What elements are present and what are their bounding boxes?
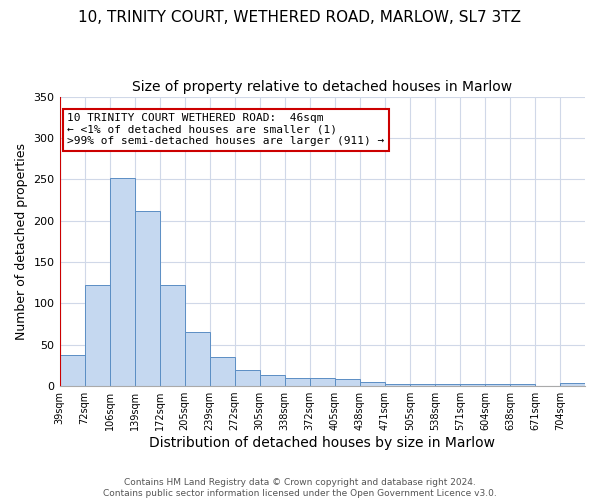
- Bar: [185, 332, 209, 386]
- Bar: [85, 285, 110, 386]
- Bar: [160, 285, 185, 386]
- Y-axis label: Number of detached properties: Number of detached properties: [15, 143, 28, 340]
- Bar: [310, 378, 335, 386]
- Bar: [385, 384, 410, 386]
- Bar: [360, 382, 385, 386]
- Bar: [435, 384, 460, 386]
- Bar: [260, 374, 285, 386]
- Title: Size of property relative to detached houses in Marlow: Size of property relative to detached ho…: [132, 80, 512, 94]
- Bar: [485, 384, 510, 386]
- Bar: [59, 354, 85, 386]
- Bar: [335, 378, 360, 386]
- Bar: [410, 384, 435, 386]
- Text: Contains HM Land Registry data © Crown copyright and database right 2024.
Contai: Contains HM Land Registry data © Crown c…: [103, 478, 497, 498]
- X-axis label: Distribution of detached houses by size in Marlow: Distribution of detached houses by size …: [149, 436, 495, 450]
- Bar: [209, 357, 235, 386]
- Bar: [235, 370, 260, 386]
- Bar: [134, 210, 160, 386]
- Bar: [460, 384, 485, 386]
- Text: 10 TRINITY COURT WETHERED ROAD:  46sqm
← <1% of detached houses are smaller (1)
: 10 TRINITY COURT WETHERED ROAD: 46sqm ← …: [67, 113, 384, 146]
- Bar: [285, 378, 310, 386]
- Bar: [560, 383, 585, 386]
- Text: 10, TRINITY COURT, WETHERED ROAD, MARLOW, SL7 3TZ: 10, TRINITY COURT, WETHERED ROAD, MARLOW…: [79, 10, 521, 25]
- Bar: [110, 178, 134, 386]
- Bar: [510, 384, 535, 386]
